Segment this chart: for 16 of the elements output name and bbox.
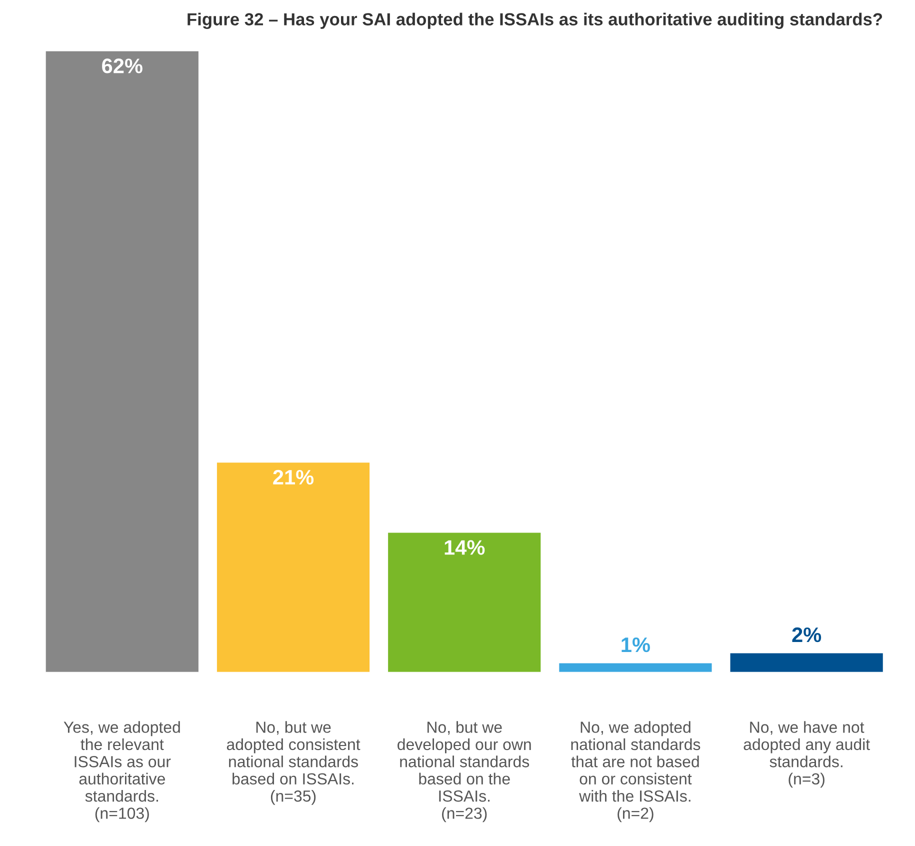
x-tick-label: Yes, we adopted the relevant ISSAIs as our authoritative standards. (n=103)	[64, 721, 180, 822]
bar	[728, 652, 884, 673]
data-label: 2%	[792, 627, 822, 642]
x-tick-label: No, we have not adopted any audit standards. (n=3)	[744, 721, 870, 788]
x-tick-label: No, but we developed our own national standards based on the ISSAIs. (n=23)	[398, 721, 531, 822]
data-label: 14%	[444, 540, 485, 555]
bar	[216, 461, 371, 673]
bar	[558, 662, 714, 673]
data-label: 21%	[273, 470, 314, 485]
x-tick-label: No, but we adopted consistent national standards based on ISSAIs. (n=35)	[226, 721, 360, 805]
x-tick-label: No, we adopted national standards that are not based on or consistent with the ISSAIs. (n=2)	[571, 721, 700, 822]
bar	[44, 50, 200, 673]
chart-title: Figure 32 – Has your SAI adopted the ISSAIs as its authoritative auditing standards?	[188, 12, 882, 29]
bar	[386, 531, 542, 673]
data-label: 1%	[622, 638, 650, 652]
data-label: 62%	[102, 58, 142, 74]
